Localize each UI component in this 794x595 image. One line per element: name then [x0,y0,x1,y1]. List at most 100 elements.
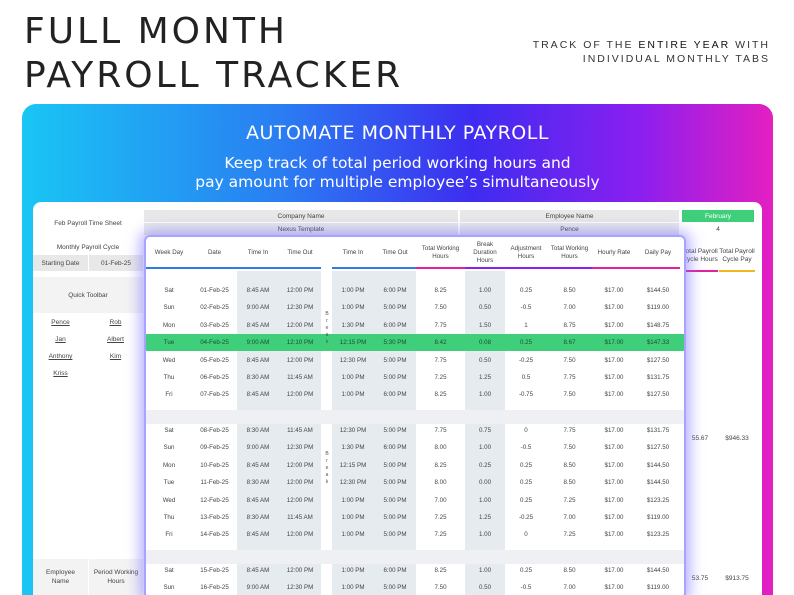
table-row[interactable]: Sat 01-Feb-25 8:45 AM 12:00 PM 1:00 PM 6:00 P… [146,282,684,299]
header-underline [237,267,279,269]
table-cell: 1:00 PM [341,531,365,539]
banner-sub-line-2: pay amount for multiple employee’s simul… [195,173,600,191]
month-badge[interactable]: February [682,210,754,222]
table-row[interactable]: Sun 02-Feb-25 9:00 AM 12:30 PM 1:00 PM 5:00 P… [146,299,684,316]
table-row[interactable]: Fri 07-Feb-25 8:45 AM 12:00 PM 1:00 PM 6:00 P… [146,386,684,403]
toolbar-link-rob[interactable]: Rob [109,319,122,326]
table-row[interactable]: Fri 14-Feb-25 8:45 AM 12:00 PM 1:00 PM 5:00 P… [146,526,684,543]
table-cell: 0.5 [521,374,531,381]
table-row[interactable]: Wed 12-Feb-25 8:45 AM 12:00 PM 1:00 PM 5:00 P… [146,492,684,509]
table-row[interactable]: Mon 10-Feb-25 8:45 AM 12:00 PM 12:15 PM 5:00 … [146,457,684,474]
table-cell: 5:00 PM [383,461,407,469]
tagline-line-2: INDIVIDUAL MONTHLY TABS [582,53,770,65]
toolbar-link-anthony[interactable]: Anthony [48,353,73,360]
table-cell: 5:30 PM [383,339,407,347]
table-cell: 09-Feb-25 [200,444,229,452]
table-cell: $17.00 [604,287,624,294]
table-cell: 11-Feb-25 [200,479,229,487]
table-cell: 5:00 PM [383,304,407,312]
table-cell: 12:30 PM [339,427,367,434]
table-cell: Wed [162,356,176,364]
table-cell: 8.25 [434,287,447,294]
table-cell: 11:45 AM [287,374,313,381]
table-cell: 12:30 PM [286,304,314,312]
toolbar-link-kim[interactable]: Kim [109,353,122,360]
toolbar-link-albert[interactable]: Albert [107,336,124,343]
break-letter: k [325,479,329,485]
table-cell: 1:00 PM [341,304,365,312]
break-letter: k [325,339,329,345]
table-cell: 7.75 [563,374,576,381]
toolbar-link-kriss[interactable]: Kriss [53,370,68,377]
table-cell: 12:00 PM [286,479,314,487]
table-cell: $17.00 [604,444,624,452]
column-header: Adjustment Hours [505,237,547,269]
table-row[interactable]: Sun 09-Feb-25 9:00 AM 12:30 PM 1:30 PM 6:00 P… [146,439,684,456]
table-cell: 7.50 [434,584,447,592]
week1-cycle-pay: $946.33 [725,434,749,442]
table-cell: 7.00 [563,584,576,592]
table-cell: 8.25 [434,567,447,574]
table-cell: $17.00 [604,339,624,347]
table-cell: 1.00 [478,287,492,294]
toolbar-link-jan[interactable]: Jan [55,336,66,343]
cycle-pay-header: Total Payroll Cycle Pay [719,248,755,263]
table-cell: -0.25 [518,356,534,364]
table-row[interactable]: Tue 11-Feb-25 8:30 AM 12:00 PM 12:30 PM 5:00 … [146,474,684,491]
table-cell: Thu [163,514,175,521]
table-row[interactable]: Tue 04-Feb-25 9:00 AM 12:10 PM 12:15 PM 5:30 … [146,334,684,352]
table-cell: 1:00 PM [341,391,365,399]
table-cell: 0.25 [519,461,533,469]
table-row[interactable]: Thu 13-Feb-25 8:30 AM 11:45 AM 1:00 PM 5:00 P… [146,509,684,526]
table-cell: Thu [163,374,175,381]
tagline: TRACK OF THE ENTIRE YEAR WITH INDIVIDUAL… [533,38,770,66]
timesheet-table: Week Day Date Time In Time Out Time In Time O… [144,235,686,595]
table-cell: Fri [165,531,173,539]
column-header: Time Out [279,237,321,269]
table-cell: -0.5 [520,304,532,312]
table-cell: Tue [163,479,175,487]
table-cell: 7.00 [563,304,576,312]
table-row[interactable]: Sun 16-Feb-25 9:00 AM 12:30 PM 1:00 PM 5:00 P… [146,579,684,595]
table-row[interactable]: Sat 15-Feb-25 8:45 AM 12:00 PM 1:00 PM 6:00 P… [146,562,684,579]
start-date-label: Starting Date [33,255,88,271]
table-cell: $17.00 [604,496,624,504]
start-date-value[interactable]: 01-Feb-25 [89,255,143,271]
table-row[interactable]: Sat 08-Feb-25 8:30 AM 11:45 AM 12:30 PM 5:00 … [146,422,684,439]
table-cell: 8:45 AM [246,356,270,364]
table-cell: $17.00 [604,391,624,399]
table-cell: Mon [162,461,176,469]
table-cell: 12:15 PM [339,339,367,347]
toolbar-link-pence[interactable]: Pence [51,319,70,326]
table-cell: 02-Feb-25 [200,304,229,312]
table-cell: 1:30 PM [341,321,365,329]
table-cell: 12-Feb-25 [200,496,229,504]
table-cell: 06-Feb-25 [200,374,229,381]
table-cell: 1:30 PM [341,444,365,452]
table-row[interactable]: Mon 03-Feb-25 8:45 AM 12:00 PM 1:30 PM 6:00 P… [146,317,684,334]
table-cell: 12:30 PM [286,444,314,452]
table-cell: 5:00 PM [383,374,407,381]
quick-toolbar-label: Quick Toolbar [33,277,143,313]
table-cell: 1:00 PM [341,287,365,294]
week1-cycle-hours: 55.67 [691,434,709,442]
break-letter: r [326,458,328,464]
time-in-out-column-bg-2 [332,271,416,595]
company-value[interactable]: Nexus Template [144,223,458,235]
break-letter: a [325,332,329,338]
table-row[interactable]: Thu 06-Feb-25 8:30 AM 11:45 AM 1:00 PM 5:00 P… [146,369,684,386]
table-cell: 1:00 PM [341,496,365,504]
table-cell: Sat [164,567,174,574]
employee-value[interactable]: Pence [460,223,679,235]
table-cell: 0.25 [519,567,533,574]
header-underline [592,267,636,269]
table-cell: $144.50 [646,567,670,574]
table-cell: 7.50 [563,391,576,399]
table-row[interactable]: Wed 05-Feb-25 8:45 AM 12:00 PM 12:30 PM 5:00 … [146,352,684,369]
table-cell: 1.50 [478,321,492,329]
header-underline [374,267,416,269]
table-cell: Sat [164,287,174,294]
table-cell: 12:00 PM [286,356,314,364]
period-hours-header: Period Working Hours [89,559,143,595]
table-cell: 0.25 [478,461,492,469]
